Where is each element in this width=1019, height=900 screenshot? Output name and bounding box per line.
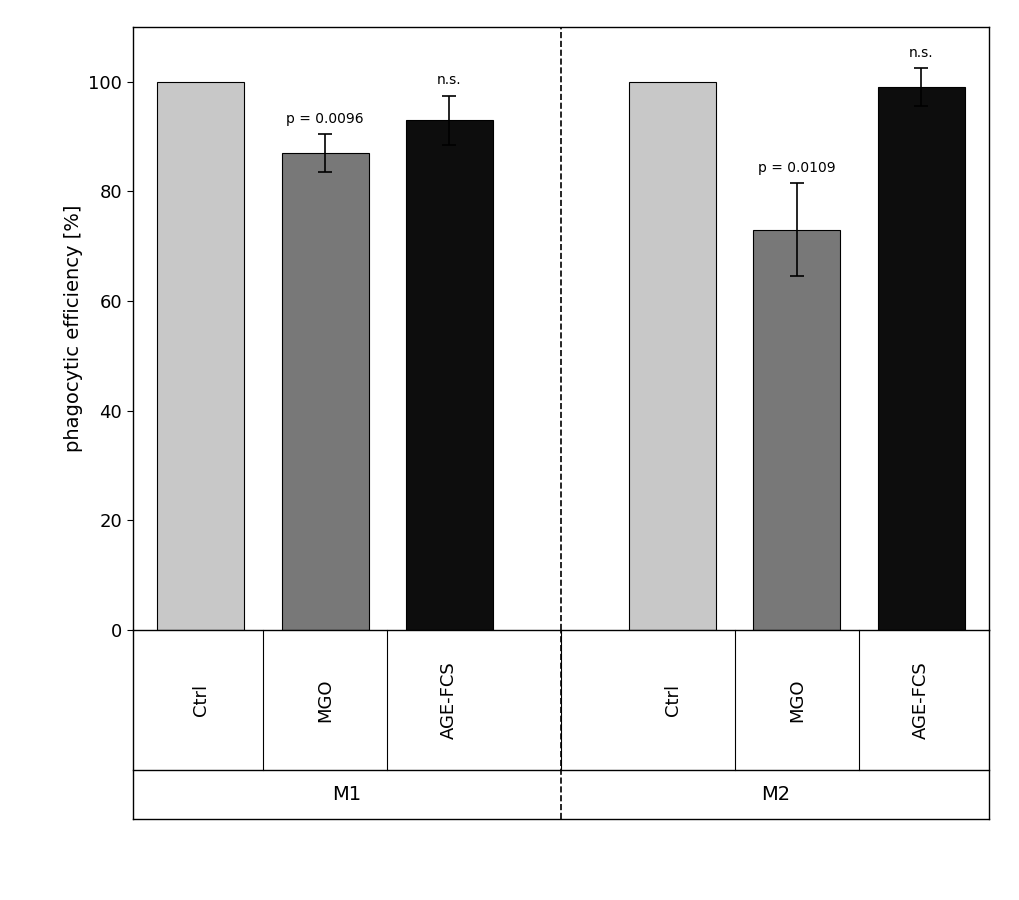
Text: M2: M2 xyxy=(760,785,789,804)
Bar xyxy=(281,153,368,630)
Text: MGO: MGO xyxy=(316,678,334,722)
Text: M1: M1 xyxy=(332,785,361,804)
Text: AGE-FCS: AGE-FCS xyxy=(911,661,929,739)
Bar xyxy=(406,121,492,630)
Text: n.s.: n.s. xyxy=(908,46,932,60)
Text: p = 0.0096: p = 0.0096 xyxy=(286,112,364,126)
Y-axis label: phagocytic efficiency [%]: phagocytic efficiency [%] xyxy=(64,205,83,452)
Bar xyxy=(629,82,715,630)
Bar xyxy=(157,82,245,630)
Text: Ctrl: Ctrl xyxy=(663,684,681,716)
Bar xyxy=(753,230,840,630)
Bar xyxy=(876,87,964,630)
Text: Ctrl: Ctrl xyxy=(192,684,210,716)
Text: AGE-FCS: AGE-FCS xyxy=(440,661,458,739)
Text: p = 0.0109: p = 0.0109 xyxy=(757,161,835,175)
Text: n.s.: n.s. xyxy=(436,73,462,87)
Text: MGO: MGO xyxy=(787,678,805,722)
